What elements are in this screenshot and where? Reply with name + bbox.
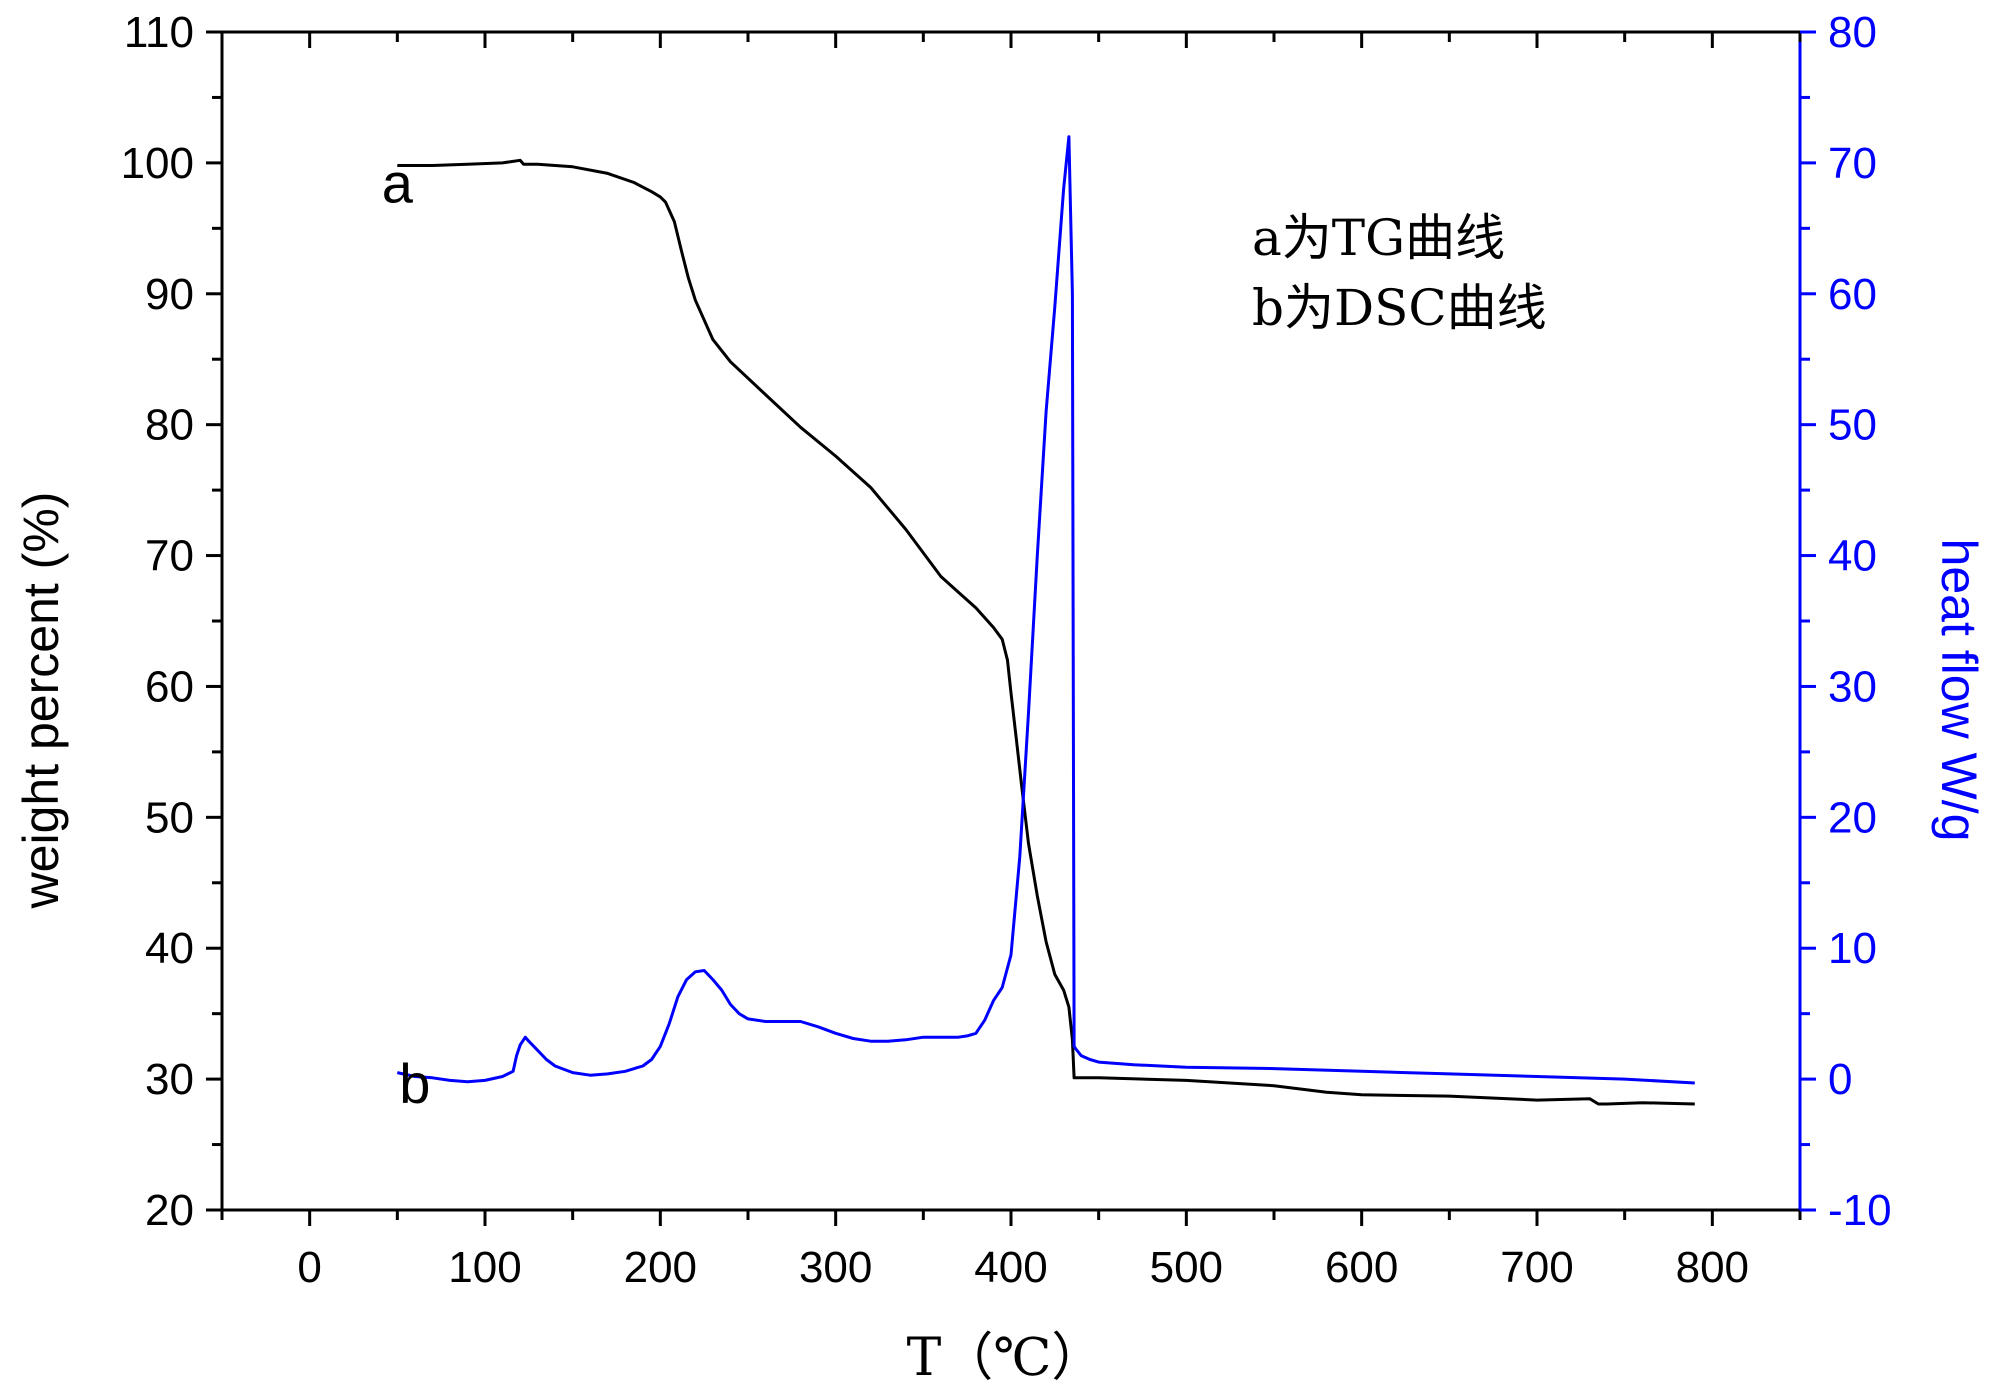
x-tick-label: 100	[448, 1243, 521, 1292]
legend-line-tg: a为TG曲线	[1252, 209, 1505, 267]
x-axis-ticks: 0 100 200 300 400 500 600 700 800	[220, 32, 1802, 1292]
series-lines	[396, 135, 1695, 1106]
left-y-tick-label: 30	[145, 1055, 194, 1104]
left-y-tick-label: 90	[145, 270, 194, 319]
right-y-tick-label: 40	[1828, 532, 1877, 581]
left-y-tick-label: 20	[145, 1186, 194, 1235]
right-y-tick-label: -10	[1828, 1186, 1892, 1235]
tg-curve-a	[397, 158, 1695, 1106]
x-tick-label: 200	[624, 1243, 697, 1292]
right-y-tick-label: 80	[1828, 8, 1877, 57]
right-y-tick-label: 50	[1828, 401, 1877, 450]
right-y-tick-label: 20	[1828, 793, 1877, 842]
right-y-tick-label: 70	[1828, 139, 1877, 188]
left-y-tick-label: 80	[145, 401, 194, 450]
right-y-tick-label: 30	[1828, 662, 1877, 711]
x-tick-label: 800	[1676, 1243, 1749, 1292]
dsc-curve-b	[396, 135, 1695, 1085]
left-y-axis-ticks: 20 30 40 50 60 70 80 90 100 110	[121, 8, 222, 1235]
left-y-tick-label: 70	[145, 532, 194, 581]
right-y-axis-ticks: -10 0 10 20 30 40 50 60 70 80	[1800, 8, 1892, 1235]
left-y-tick-label: 50	[145, 793, 194, 842]
left-y-tick-label: 110	[124, 8, 194, 57]
right-y-tick-label: 60	[1828, 270, 1877, 319]
x-tick-label: 600	[1325, 1243, 1398, 1292]
x-tick-label: 300	[799, 1243, 872, 1292]
right-y-tick-label: 0	[1828, 1055, 1852, 1104]
curve-label-b: b	[399, 1052, 430, 1115]
x-tick-label: 0	[297, 1243, 321, 1292]
left-y-tick-label: 100	[121, 139, 194, 188]
curve-label-a: a	[382, 152, 414, 215]
x-tick-label: 700	[1500, 1243, 1573, 1292]
x-tick-label: 500	[1150, 1243, 1223, 1292]
left-y-axis-title: weight percent (%)	[13, 492, 69, 910]
left-y-tick-label: 40	[145, 924, 194, 973]
legend-line-dsc: b为DSC曲线	[1252, 279, 1547, 337]
right-y-axis-title: heat flow W/g	[1931, 539, 1987, 842]
x-tick-label: 400	[974, 1243, 1047, 1292]
right-y-tick-label: 10	[1828, 924, 1877, 973]
left-y-tick-label: 60	[145, 662, 194, 711]
x-axis-title: T（℃）	[907, 1328, 1104, 1388]
